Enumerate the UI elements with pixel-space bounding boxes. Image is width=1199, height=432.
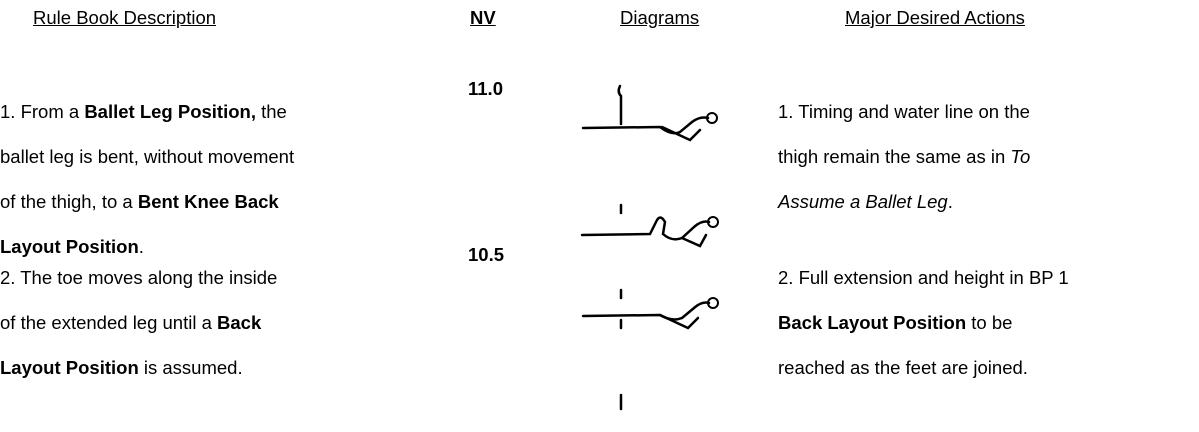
header-description: Rule Book Description [33, 7, 217, 28]
line: Layout Position. [0, 236, 294, 259]
line: 1. Timing and water line on the [778, 101, 1030, 124]
text: to be [966, 311, 1013, 333]
line: Layout Position is assumed. [0, 357, 277, 380]
text: reached as the feet are joined. [778, 356, 1028, 378]
text: 2. Full extension and height in BP 1 [778, 266, 1069, 288]
header-diagrams: Diagrams [620, 7, 700, 28]
text: of the extended leg until a [0, 311, 218, 333]
actions-1: 1. Timing and water line on the thigh re… [778, 78, 1030, 236]
text: 2. The toe moves along the inside [0, 266, 278, 288]
text: 1. Timing and water line on the [778, 100, 1030, 122]
line: 1. From a Ballet Leg Position, the [0, 101, 294, 124]
nv-1: 11.0 [468, 78, 503, 99]
line: 2. The toe moves along the inside [0, 267, 277, 290]
figure-2 [580, 203, 719, 248]
description-1: 1. From a Ballet Leg Position, the balle… [0, 78, 294, 281]
line: reached as the feet are joined. [778, 357, 1069, 380]
line: thigh remain the same as in To [778, 146, 1030, 169]
line: Assume a Ballet Leg. [778, 191, 1030, 214]
line: of the thigh, to a Bent Knee Back [0, 191, 294, 214]
bold-text: Bent Knee Back [137, 190, 279, 212]
text: of the thigh, to a [0, 190, 138, 212]
text: 1. From a [0, 100, 85, 122]
header-actions: Major Desired Actions [845, 7, 1025, 28]
bold-text: Layout Position [0, 356, 139, 378]
italic-text: Assume a Ballet Leg [778, 190, 948, 212]
text: is assumed. [138, 356, 243, 378]
bold-text: Ballet Leg Position, [84, 100, 256, 122]
figure-1 [581, 84, 718, 142]
text: ballet leg is bent, without movement [0, 145, 295, 167]
actions-2: 2. Full extension and height in BP 1 Bac… [778, 244, 1069, 402]
text: . [947, 190, 953, 212]
description-2: 2. The toe moves along the inside of the… [0, 244, 277, 402]
nv-2: 10.5 [468, 244, 505, 265]
line: of the extended leg until a Back [0, 312, 277, 335]
text: thigh remain the same as in [778, 145, 1011, 167]
bold-text: Layout Position [0, 235, 139, 257]
italic-text: To [1010, 145, 1031, 167]
line: ballet leg is bent, without movement [0, 146, 294, 169]
header-nv: NV [470, 7, 496, 28]
line: 2. Full extension and height in BP 1 [778, 267, 1069, 290]
line: Back Layout Position to be [778, 312, 1069, 335]
figure-3 [581, 288, 719, 330]
text: the [255, 100, 287, 122]
bold-text: Back [217, 311, 262, 333]
text: . [138, 235, 144, 257]
bold-text: Back Layout Position [778, 311, 967, 333]
